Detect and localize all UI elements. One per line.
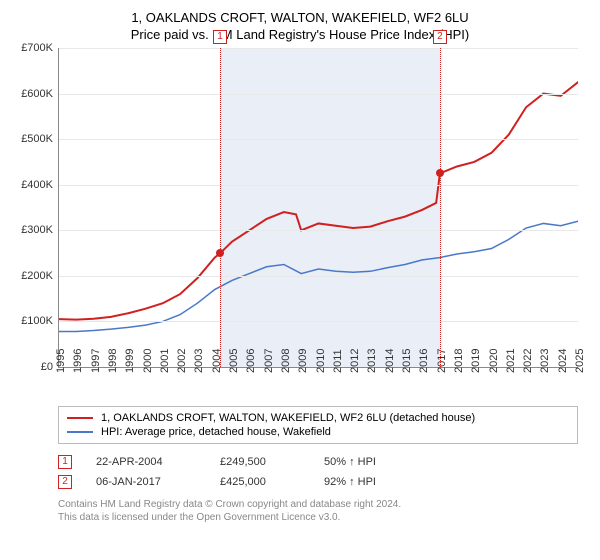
x-tick-label: 2007: [263, 349, 275, 373]
gridline: [59, 185, 578, 186]
y-tick-label: £600K: [21, 88, 53, 100]
x-tick-label: 2021: [505, 349, 517, 373]
y-tick-label: £0: [41, 361, 53, 373]
x-tick-label: 1998: [107, 349, 119, 373]
x-tick-label: 2000: [142, 349, 154, 373]
sale-data-row: 2 06-JAN-2017 £425,000 92% ↑ HPI: [58, 472, 578, 492]
sale-marker-box: 1: [213, 30, 227, 44]
x-tick-label: 2015: [401, 349, 413, 373]
sale-marker-box: 2: [433, 30, 447, 44]
x-tick-label: 1995: [55, 349, 67, 373]
sale-price: £249,500: [220, 456, 300, 468]
y-tick-label: £300K: [21, 224, 53, 236]
y-tick-label: £100K: [21, 315, 53, 327]
y-tick-label: £500K: [21, 133, 53, 145]
x-tick-label: 2005: [228, 349, 240, 373]
sale-price: £425,000: [220, 476, 300, 488]
x-tick-label: 2024: [557, 349, 569, 373]
x-tick-label: 1997: [90, 349, 102, 373]
sale-index-box: 1: [58, 455, 72, 469]
x-tick-label: 2011: [332, 349, 344, 373]
x-tick-label: 2006: [245, 349, 257, 373]
sale-pct-vs-hpi: 92% ↑ HPI: [324, 476, 376, 488]
gridline: [59, 276, 578, 277]
sale-index-box: 2: [58, 475, 72, 489]
x-tick-label: 2023: [539, 349, 551, 373]
sale-date: 06-JAN-2017: [96, 476, 196, 488]
title-line-2: Price paid vs. HM Land Registry's House …: [12, 27, 588, 42]
footer-line-1: Contains HM Land Registry data © Crown c…: [58, 498, 578, 511]
x-tick-label: 1996: [72, 349, 84, 373]
sale-marker-line: [440, 48, 441, 367]
legend-label: 1, OAKLANDS CROFT, WALTON, WAKEFIELD, WF…: [101, 412, 475, 424]
gridline: [59, 94, 578, 95]
gridline: [59, 139, 578, 140]
x-tick-label: 1999: [124, 349, 136, 373]
x-tick-label: 2013: [366, 349, 378, 373]
legend: 1, OAKLANDS CROFT, WALTON, WAKEFIELD, WF…: [58, 406, 578, 444]
x-tick-label: 2016: [418, 349, 430, 373]
legend-swatch: [67, 417, 93, 419]
chart-area: £0£100K£200K£300K£400K£500K£600K£700K199…: [58, 48, 578, 368]
footer-line-2: This data is licensed under the Open Gov…: [58, 511, 578, 524]
gridline: [59, 321, 578, 322]
legend-row: 1, OAKLANDS CROFT, WALTON, WAKEFIELD, WF…: [67, 411, 569, 425]
sale-data-row: 1 22-APR-2004 £249,500 50% ↑ HPI: [58, 452, 578, 472]
legend-row: HPI: Average price, detached house, Wake…: [67, 425, 569, 439]
x-tick-label: 2002: [176, 349, 188, 373]
x-tick-label: 2010: [315, 349, 327, 373]
legend-label: HPI: Average price, detached house, Wake…: [101, 426, 331, 438]
x-tick-label: 2019: [470, 349, 482, 373]
sale-marker-line: [220, 48, 221, 367]
x-tick-label: 2022: [522, 349, 534, 373]
y-tick-label: £400K: [21, 179, 53, 191]
sale-date: 22-APR-2004: [96, 456, 196, 468]
x-tick-label: 2001: [159, 349, 171, 373]
y-tick-label: £700K: [21, 42, 53, 54]
sale-point-dot: [216, 249, 224, 257]
x-tick-label: 2018: [453, 349, 465, 373]
x-tick-label: 2025: [574, 349, 586, 373]
gridline: [59, 230, 578, 231]
sale-data-rows: 1 22-APR-2004 £249,500 50% ↑ HPI 2 06-JAN-201…: [58, 452, 578, 492]
x-tick-label: 2017: [436, 349, 448, 373]
series-property: [59, 78, 578, 320]
x-tick-label: 2009: [297, 349, 309, 373]
legend-swatch: [67, 431, 93, 433]
title-line-1: 1, OAKLANDS CROFT, WALTON, WAKEFIELD, WF…: [12, 10, 588, 25]
x-tick-label: 2012: [349, 349, 361, 373]
sale-point-dot: [436, 169, 444, 177]
x-tick-label: 2008: [280, 349, 292, 373]
x-tick-label: 2014: [384, 349, 396, 373]
x-tick-label: 2020: [488, 349, 500, 373]
y-tick-label: £200K: [21, 270, 53, 282]
gridline: [59, 48, 578, 49]
x-tick-label: 2003: [193, 349, 205, 373]
plot-region: £0£100K£200K£300K£400K£500K£600K£700K199…: [58, 48, 578, 368]
footer-attribution: Contains HM Land Registry data © Crown c…: [58, 498, 578, 524]
chart-container: 1, OAKLANDS CROFT, WALTON, WAKEFIELD, WF…: [0, 0, 600, 560]
line-svg: [59, 48, 578, 367]
sale-pct-vs-hpi: 50% ↑ HPI: [324, 456, 376, 468]
